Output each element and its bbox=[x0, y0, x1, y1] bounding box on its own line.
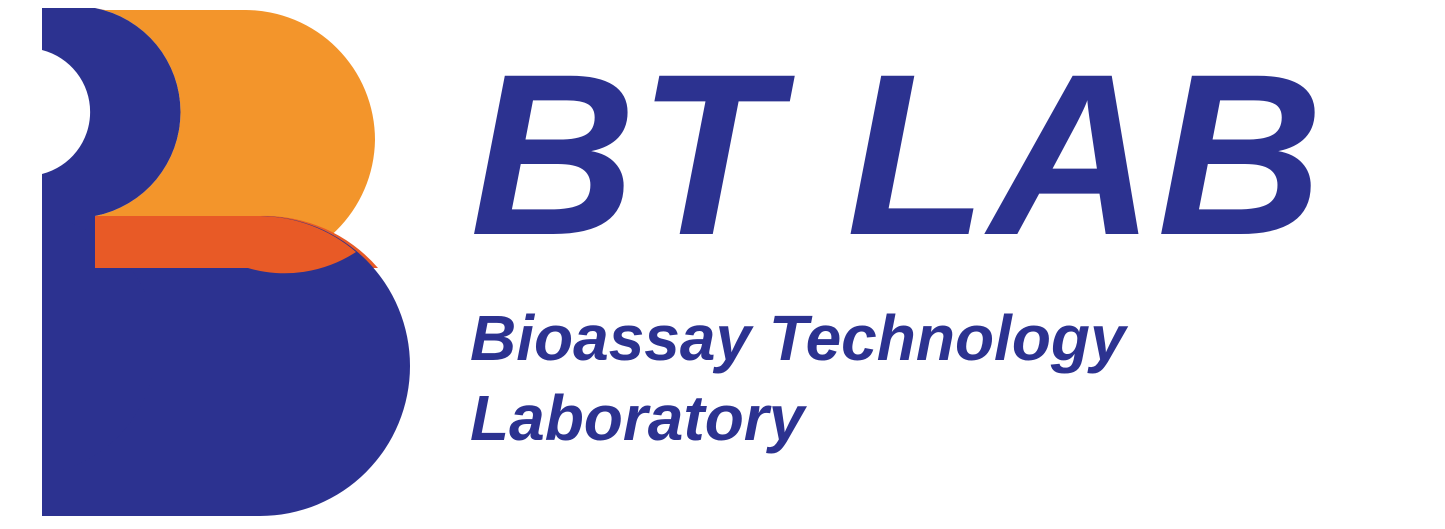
logo-b-icon bbox=[0, 0, 420, 524]
logo-container: BT LAB Bioassay Technology Laboratory bbox=[0, 0, 1445, 524]
brand-title: BT LAB bbox=[470, 40, 1325, 270]
tagline-line-1: Bioassay Technology bbox=[470, 302, 1126, 374]
tagline-line-2: Laboratory bbox=[470, 382, 804, 454]
logo-text-block: BT LAB Bioassay Technology Laboratory bbox=[470, 0, 1325, 458]
logo-mark bbox=[0, 0, 420, 524]
brand-tagline: Bioassay Technology Laboratory bbox=[470, 298, 1325, 458]
